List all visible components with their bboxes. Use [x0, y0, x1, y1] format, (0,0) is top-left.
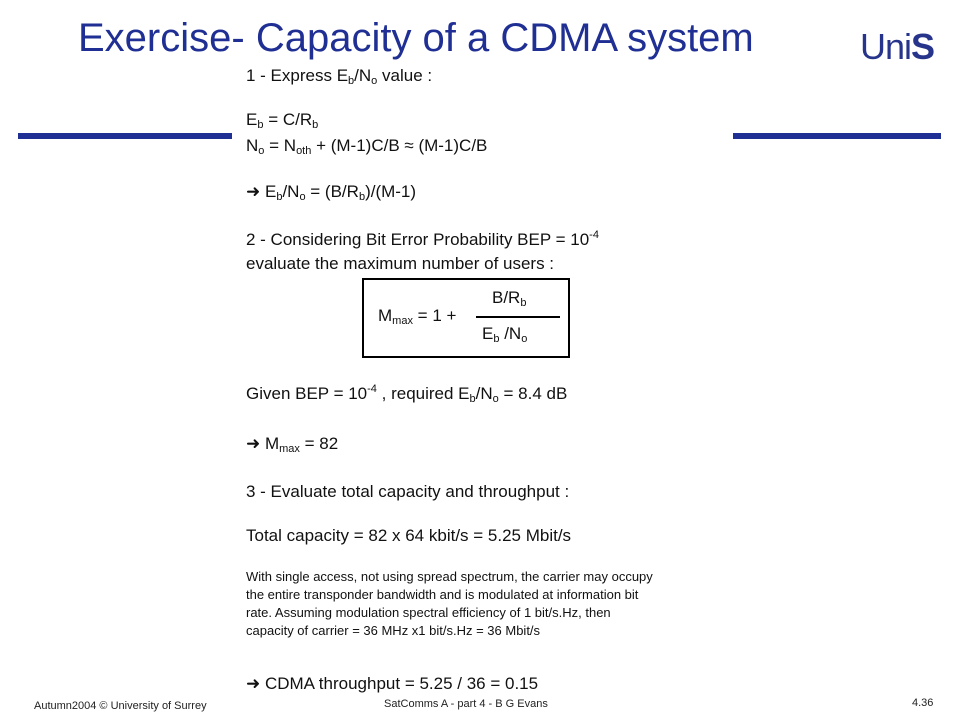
fraction-bar: [476, 316, 560, 318]
logo-text-uni: Uni: [860, 26, 912, 67]
no-equation: No = Noth + (M-1)C/B ≈ (M-1)C/B: [246, 136, 488, 157]
cdma-throughput-result: ➜ CDMA throughput = 5.25 / 36 = 0.15: [246, 674, 539, 693]
eb-equation: Eb = C/Rb: [246, 110, 319, 131]
step2-heading: 2 - Considering Bit Error Probability BE…: [246, 229, 599, 250]
step1-heading: 1 - Express Eb/No value :: [246, 66, 433, 87]
footer-copyright: Autumn2004 © University of Surrey: [34, 700, 207, 712]
logo-text-s: S: [911, 26, 935, 67]
formula-lhs: Mmax = 1 +: [378, 306, 457, 327]
footer-page-number: 4.36: [912, 697, 934, 709]
paragraph-line-1: With single access, not using spread spe…: [246, 569, 653, 584]
title-underline-left: [18, 133, 232, 139]
formula-numerator: B/Rb: [492, 288, 527, 309]
step3-heading: 3 - Evaluate total capacity and throughp…: [246, 482, 570, 501]
total-capacity-line: Total capacity = 82 x 64 kbit/s = 5.25 M…: [246, 526, 572, 545]
title-underline-right: [733, 133, 941, 139]
footer-course: SatComms A - part 4 - B G Evans: [384, 698, 548, 710]
university-logo: UniS: [860, 26, 935, 68]
paragraph-line-4: capacity of carrier = 36 MHz x1 bit/s.Hz…: [246, 623, 541, 638]
mmax-result: ➜ Mmax = 82: [246, 434, 339, 455]
paragraph-line-3: rate. Assuming modulation spectral effic…: [246, 605, 611, 620]
formula-denominator: Eb /No: [482, 324, 528, 345]
mmax-formula-box: Mmax = 1 + B/Rb Eb /No: [362, 278, 570, 358]
slide-title: Exercise- Capacity of a CDMA system: [78, 16, 754, 60]
step2-subheading: evaluate the maximum number of users :: [246, 254, 555, 273]
given-bep-line: Given BEP = 10-4 , required Eb/No = 8.4 …: [246, 383, 568, 405]
paragraph-line-2: the entire transponder bandwidth and is …: [246, 587, 639, 602]
eb-no-result: ➜ Eb/No = (B/Rb)/(M-1): [246, 182, 417, 203]
